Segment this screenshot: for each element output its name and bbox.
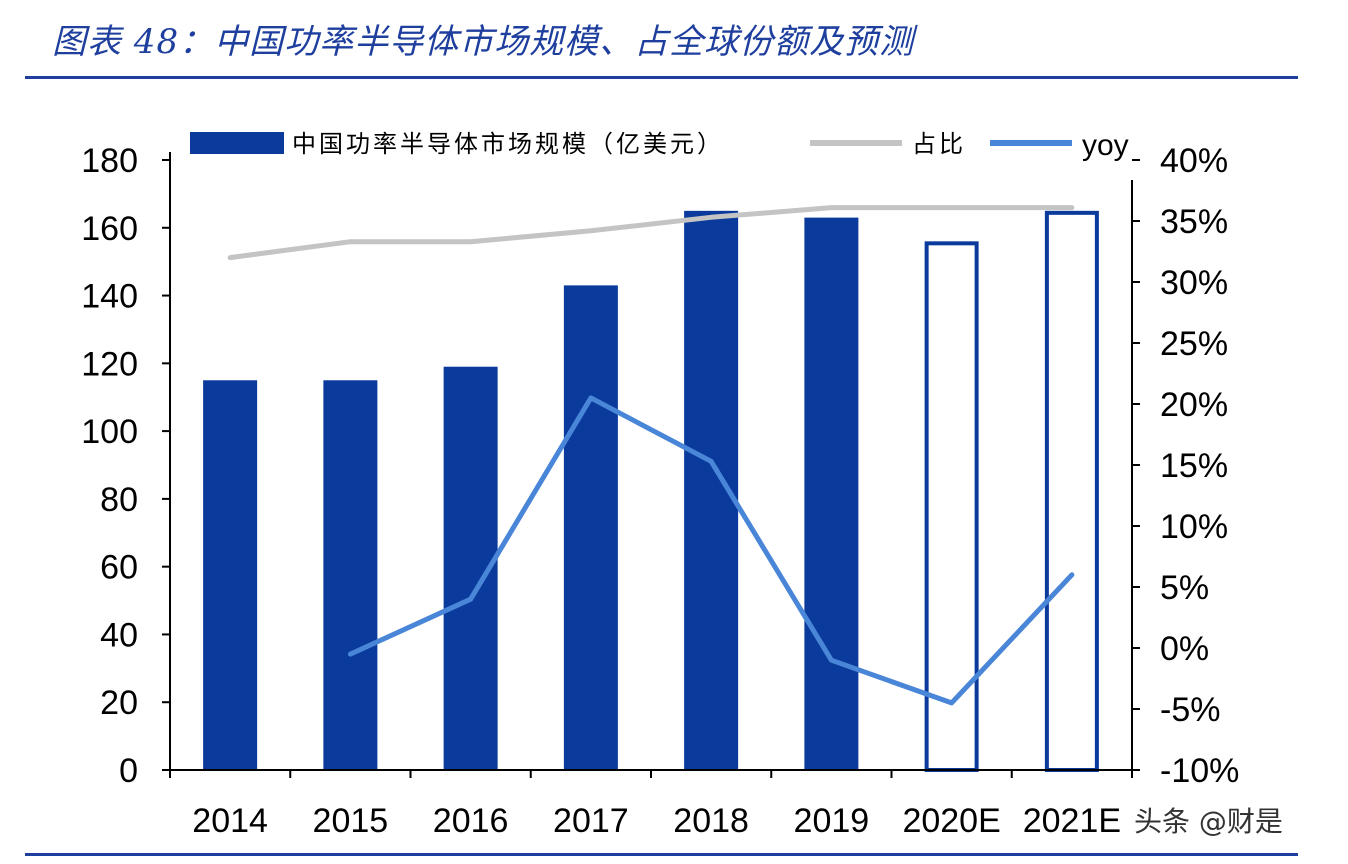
left-tick-label: 60 <box>100 549 138 587</box>
x-tick-label: 2015 <box>313 802 389 840</box>
right-tick-label: -10% <box>1160 752 1239 790</box>
left-tick-label: 120 <box>81 345 138 383</box>
x-tick-label: 2019 <box>794 802 870 840</box>
right-tick-label: -5% <box>1160 691 1220 729</box>
bottom-rule <box>25 853 1298 856</box>
x-tick-label: 2016 <box>433 802 509 840</box>
bar-series <box>203 210 1099 773</box>
title-underline <box>25 76 1298 79</box>
right-tick-label: 30% <box>1160 264 1228 302</box>
bar-2014 <box>203 380 258 770</box>
bar-2015 <box>323 380 378 770</box>
axes: 0 20 40 60 80 100 120 140 160 180 -10% -5% 0% 5% 10% 15… <box>81 142 1239 840</box>
right-tick-label: 35% <box>1160 203 1228 241</box>
left-tick-label: 160 <box>81 210 138 248</box>
right-tick-label: 10% <box>1160 508 1228 546</box>
left-tick-label: 20 <box>100 684 138 722</box>
legend-label-yoy: yoy <box>1082 129 1129 162</box>
legend: 中国功率半导体市场规模（亿美元） 占比 yoy <box>190 129 1129 162</box>
left-tick-label: 40 <box>100 616 138 654</box>
x-tick-label: 2018 <box>673 802 749 840</box>
bar-2017 <box>563 285 618 770</box>
right-tick-label: 15% <box>1160 447 1228 485</box>
left-tick-label: 140 <box>81 278 138 316</box>
x-tick-label: 2020E <box>902 802 1000 840</box>
legend-label-share: 占比 <box>912 130 966 158</box>
left-tick-label: 80 <box>100 481 138 519</box>
watermark: 头条 @财是 <box>1128 800 1289 840</box>
bar-2020E <box>924 241 979 773</box>
right-tick-label: 5% <box>1160 569 1209 607</box>
right-tick-label: 0% <box>1160 630 1209 668</box>
bar-2021E <box>1044 210 1099 773</box>
right-tick-label: 20% <box>1160 386 1228 424</box>
bar-2019 <box>804 217 859 771</box>
figure-title: 图表 48：中国功率半导体市场规模、占全球份额及预测 <box>52 22 915 62</box>
line-series <box>227 205 1075 706</box>
right-tick-label: 25% <box>1160 325 1228 363</box>
x-tick-label: 2021E <box>1023 802 1121 840</box>
left-tick-label: 0 <box>119 752 138 790</box>
legend-label-bar: 中国功率半导体市场规模（亿美元） <box>292 130 724 158</box>
legend-swatch-bar <box>190 132 284 154</box>
right-tick-label: 40% <box>1160 142 1228 180</box>
x-tick-label: 2014 <box>192 802 268 840</box>
left-tick-label: 100 <box>81 413 138 451</box>
share-line <box>227 205 1075 261</box>
yoy-line <box>347 395 1075 706</box>
left-tick-label: 180 <box>81 142 138 180</box>
x-tick-label: 2017 <box>553 802 629 840</box>
